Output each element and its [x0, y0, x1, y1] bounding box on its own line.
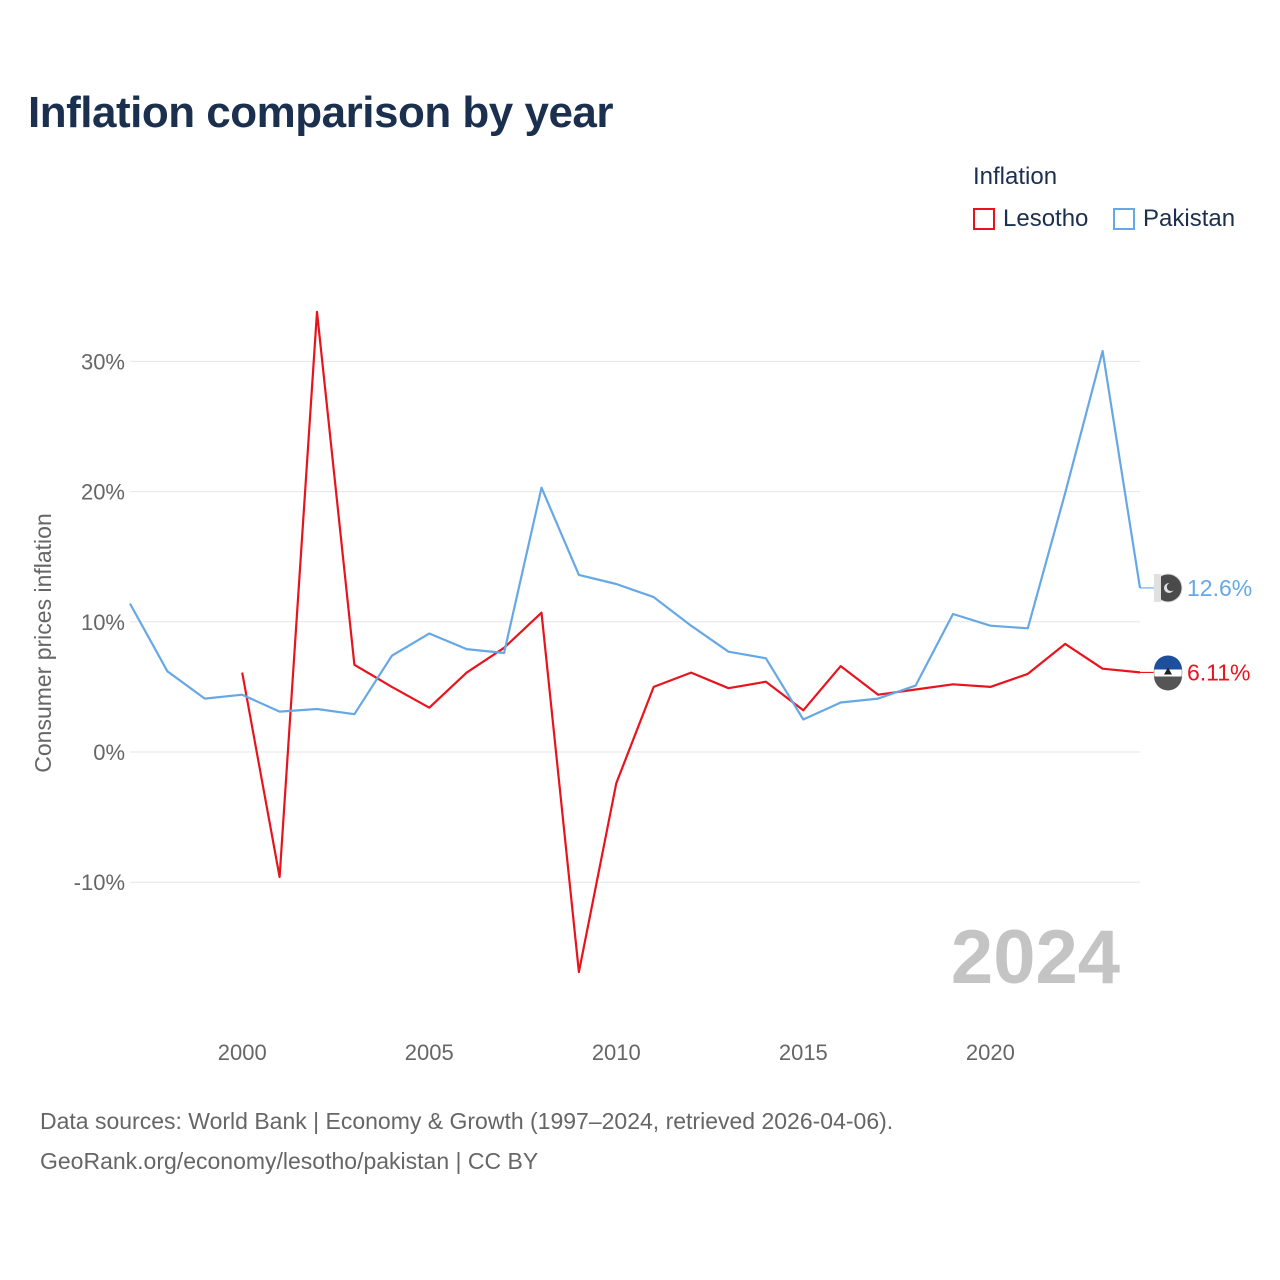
- x-tick-label: 2000: [218, 1040, 267, 1065]
- legend-swatch-pakistan: [1113, 208, 1135, 230]
- legend-label-pakistan: Pakistan: [1143, 205, 1236, 232]
- y-tick-label: 10%: [81, 610, 125, 635]
- attribution-line: GeoRank.org/economy/lesotho/pakistan | C…: [40, 1148, 539, 1174]
- legend-title: Inflation: [973, 163, 1058, 190]
- line-chart: 30% 20% 10% 0% -10% 2000 2005 2010 2015 2020 Consu…: [30, 310, 1252, 1065]
- x-tick-label: 2010: [592, 1040, 641, 1065]
- legend-item-pakistan[interactable]: Pakistan: [1113, 205, 1235, 233]
- x-tick-label: 2020: [966, 1040, 1015, 1065]
- pakistan-flag-crescent-cut: [1166, 582, 1176, 592]
- lesotho-flag-bottom-band: [1154, 676, 1182, 691]
- legend-label-lesotho: Lesotho: [1003, 205, 1089, 232]
- y-tick-label: 20%: [81, 480, 125, 505]
- lesotho-flag-hat: [1164, 667, 1172, 675]
- end-value-label-pakistan: 12.6%: [1187, 575, 1252, 601]
- y-axis-label: Consumer prices inflation: [30, 513, 56, 773]
- lesotho-flag-top-band: [1154, 655, 1182, 670]
- y-tick-label: -10%: [74, 870, 125, 895]
- series-line-lesotho: [241, 310, 1141, 974]
- y-tick-label: 30%: [81, 349, 125, 374]
- x-tick-label: 2005: [405, 1040, 454, 1065]
- legend-item-lesotho[interactable]: Lesotho: [973, 205, 1088, 233]
- series-line-pakistan: [129, 349, 1142, 721]
- legend-swatch-lesotho: [973, 208, 995, 230]
- year-watermark: 2024: [951, 915, 1120, 1000]
- y-tick-label: 0%: [93, 740, 125, 765]
- data-source-line: Data sources: World Bank | Economy & Gro…: [40, 1108, 894, 1134]
- x-tick-label: 2015: [779, 1040, 828, 1065]
- chart-title: Inflation comparison by year: [28, 88, 614, 137]
- end-value-label-lesotho: 6.11%: [1187, 659, 1251, 685]
- pakistan-flag-stripe: [1154, 573, 1161, 602]
